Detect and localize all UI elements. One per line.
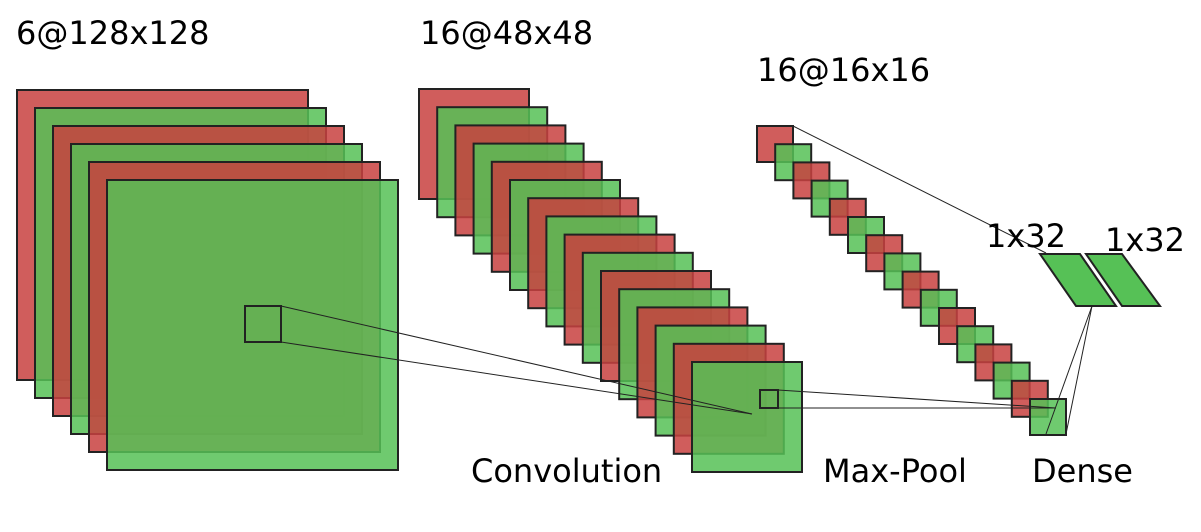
conv2-kernel-window [759, 389, 779, 409]
conv1-feature-maps [16, 89, 399, 471]
conv2-feature-maps [418, 88, 803, 473]
conv1-kernel-window [244, 305, 282, 343]
dense2-label: 1x32 [1105, 221, 1185, 259]
max-pool-label: Max-Pool [823, 452, 967, 490]
dense2-layer [1084, 253, 1162, 307]
dense-to-dense-line [1045, 305, 1093, 435]
conv1-projection-line-bottom [280, 341, 753, 415]
pool-label: 16@16x16 [757, 51, 930, 89]
dense1-label: 1x32 [986, 217, 1066, 255]
conv2-feature-map-16 [691, 361, 803, 473]
dense1-layer [1038, 253, 1118, 307]
conv2-label: 16@48x48 [420, 14, 593, 52]
pool-to-dense-line-top [792, 125, 1047, 254]
conv1-projection-line-top [280, 305, 753, 415]
conv2-projection-line-top [777, 389, 1057, 409]
pool-feature-maps [756, 125, 1067, 436]
conv1-label: 6@128x128 [16, 14, 209, 52]
conv1-feature-map-6 [106, 179, 399, 471]
convolution-label: Convolution [471, 452, 662, 490]
pool-to-dense-line-bottom [1065, 305, 1093, 435]
dense-label: Dense [1032, 452, 1133, 490]
